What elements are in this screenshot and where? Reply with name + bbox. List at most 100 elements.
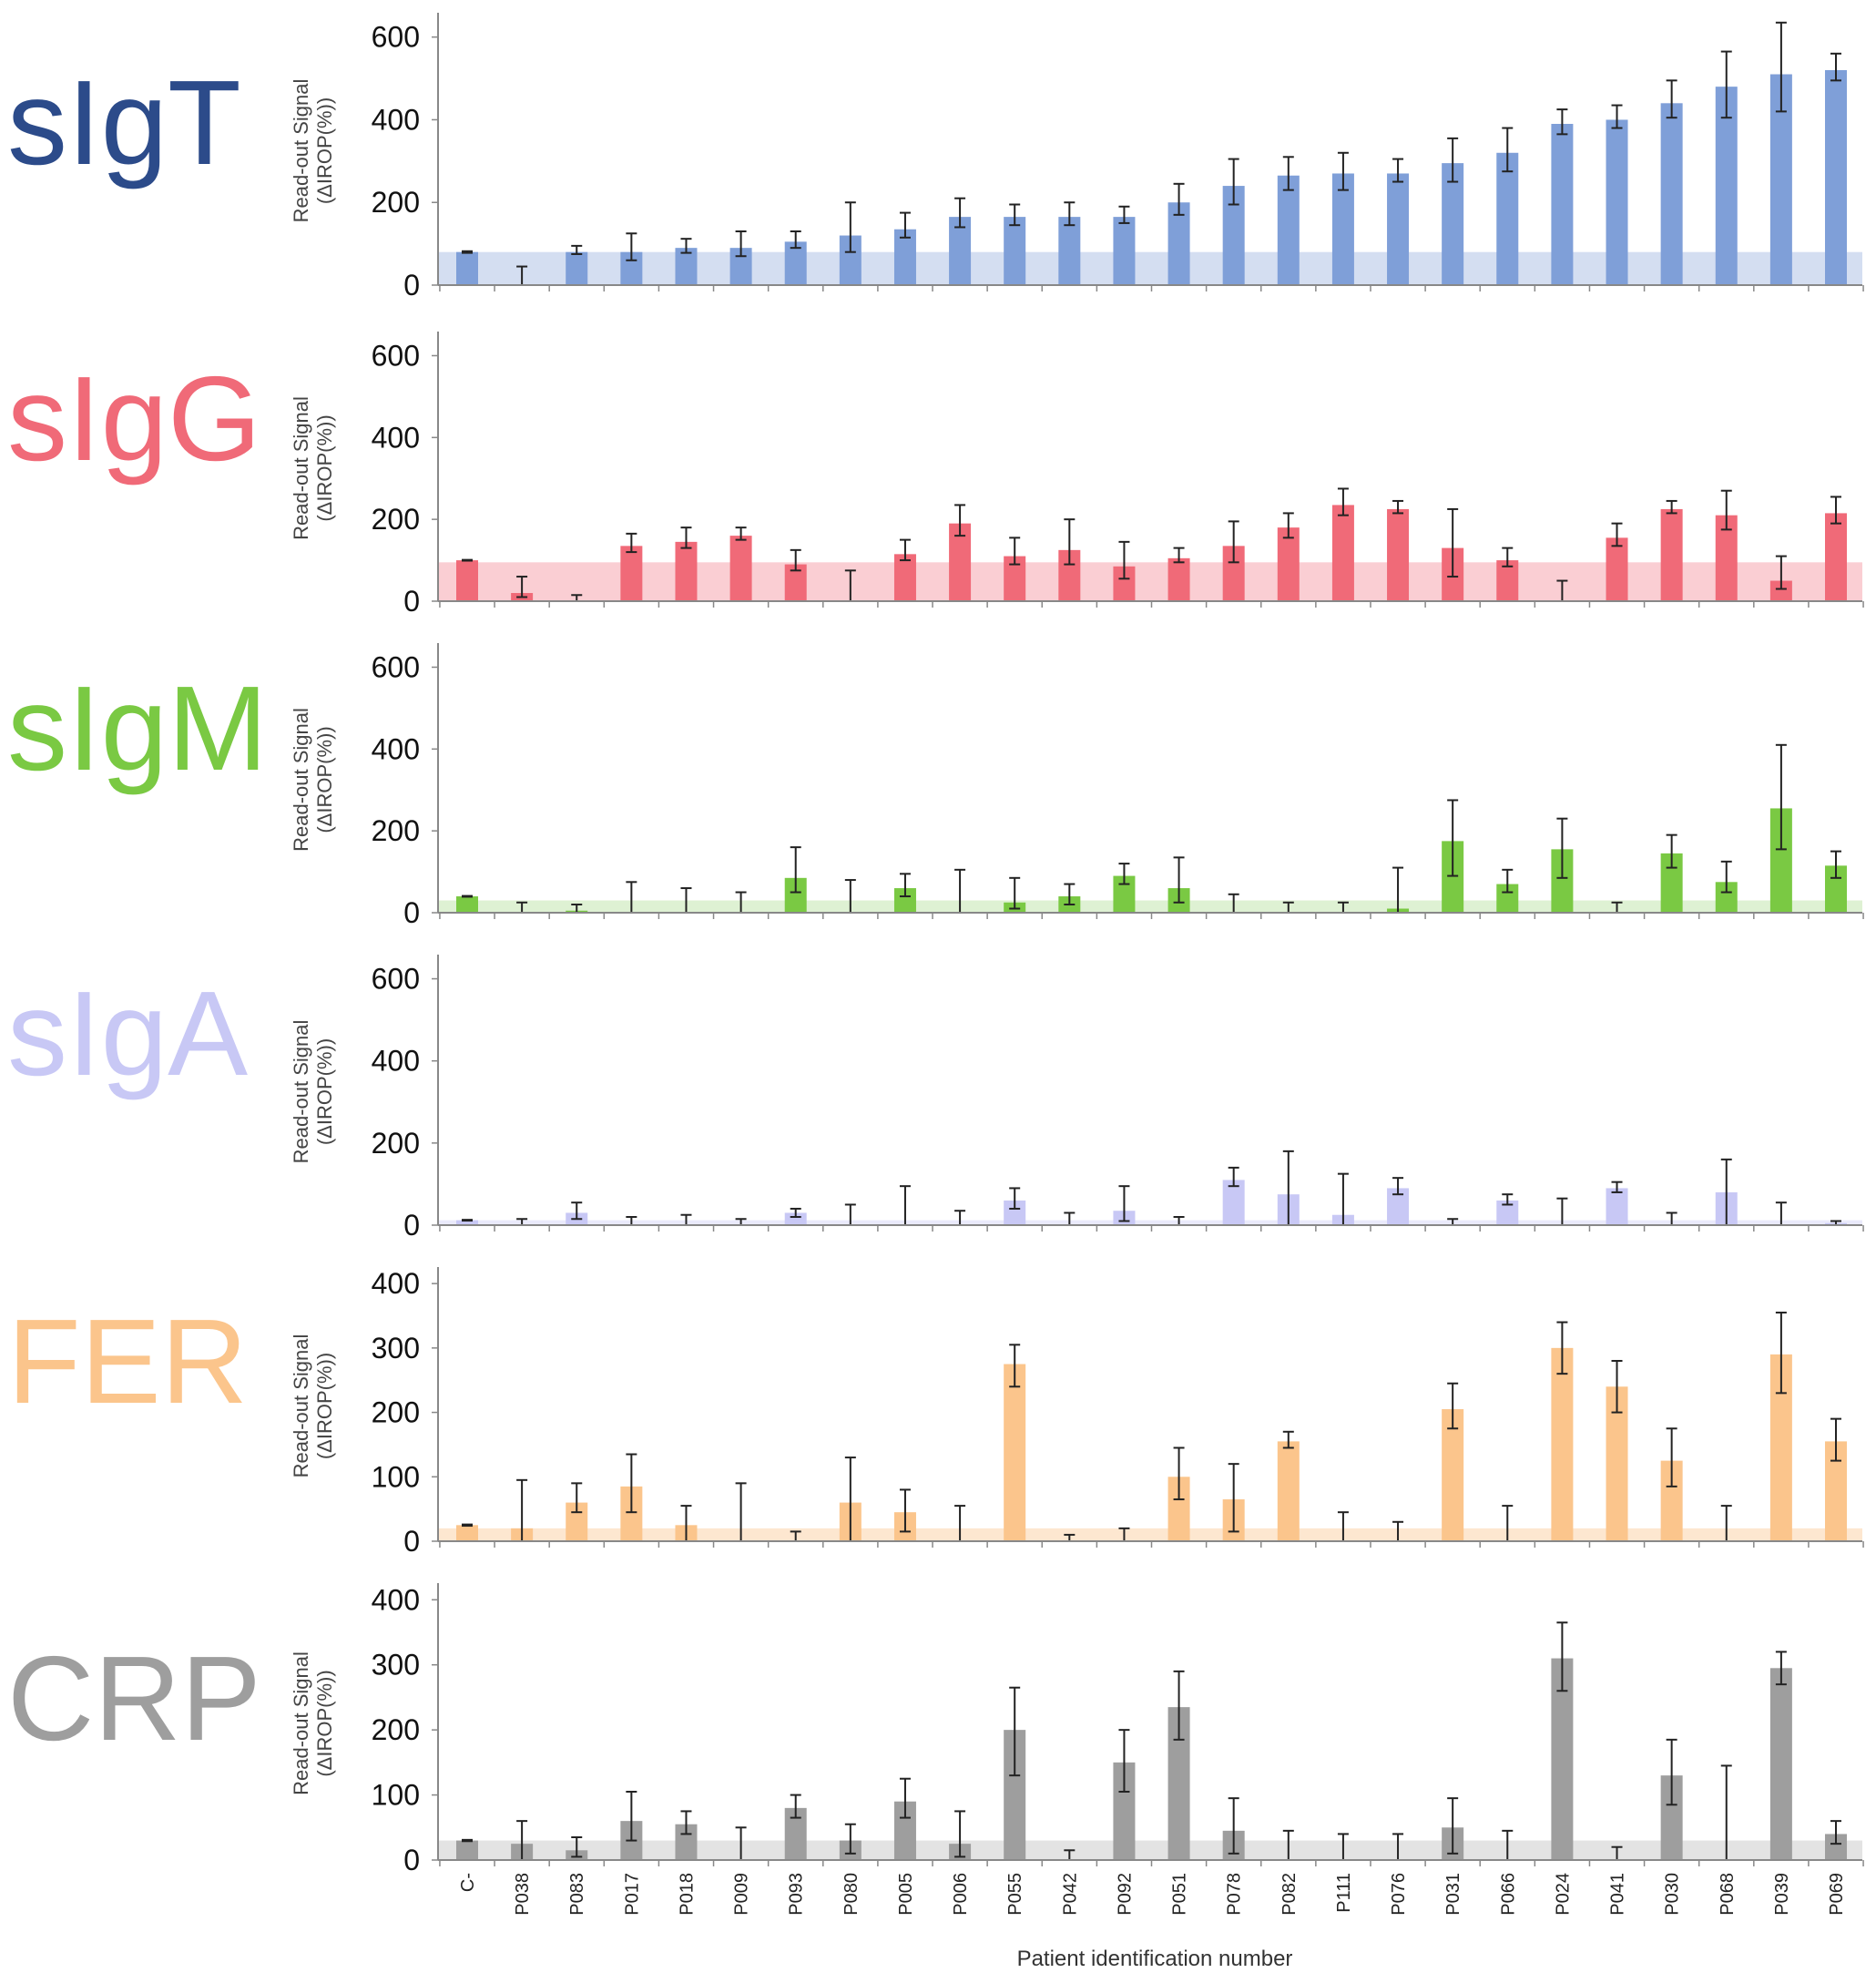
- bar-P093: [784, 241, 807, 285]
- y-tick-label: 100: [372, 1460, 420, 1493]
- y-tick-label: 0: [403, 896, 420, 929]
- y-tick-label: 0: [403, 1209, 420, 1242]
- error-bar-P111: [1337, 151, 1349, 191]
- x-tick-label: P039: [1772, 1873, 1792, 1916]
- bar-P005: [893, 229, 916, 285]
- error-bar-P031: [1447, 137, 1459, 183]
- bar-P078: [1222, 1180, 1245, 1225]
- y-tick-label: 0: [403, 585, 420, 618]
- error-bar-P009: [735, 1482, 747, 1541]
- error-bar-P041: [1611, 1360, 1623, 1414]
- error-bar-P042: [1064, 518, 1076, 566]
- error-bar-P042: [1064, 1211, 1076, 1225]
- x-tick-label: P092: [1115, 1873, 1135, 1916]
- error-bar-P006: [954, 1210, 966, 1225]
- y-tick-label: 200: [372, 186, 420, 219]
- panel-title: CRP: [7, 1631, 261, 1765]
- y-tick-label: 200: [372, 1713, 420, 1746]
- y-tick-label: 600: [372, 963, 420, 996]
- bar-P024: [1551, 124, 1574, 285]
- error-bar-P068: [1720, 860, 1732, 894]
- error-bar-P055: [1009, 876, 1021, 910]
- bar-C-: [456, 896, 478, 913]
- error-bar-P069: [1830, 1417, 1841, 1462]
- bar-P068: [1715, 87, 1738, 286]
- bar-P041: [1606, 537, 1628, 601]
- x-tick-label: P041: [1608, 1873, 1628, 1916]
- bar-P017: [620, 546, 643, 601]
- error-bar-P024: [1556, 579, 1568, 601]
- error-bar-P078: [1228, 1463, 1239, 1533]
- error-bar-P078: [1228, 1797, 1239, 1855]
- bar-P031: [1442, 163, 1464, 285]
- error-bar-P066: [1502, 1829, 1514, 1860]
- error-bar-P069: [1830, 850, 1841, 879]
- error-bar-P080: [844, 1203, 856, 1225]
- y-tick-label: 400: [372, 1267, 420, 1300]
- error-bar-C-: [462, 1219, 473, 1222]
- error-bar-P055: [1009, 1686, 1021, 1777]
- error-bar-P092: [1118, 1527, 1130, 1541]
- bar-P041: [1606, 119, 1628, 285]
- x-tick-label: P042: [1060, 1873, 1080, 1916]
- error-bar-C-: [462, 894, 473, 898]
- y-tick-label: 200: [372, 814, 420, 847]
- y-tick-label: 600: [372, 650, 420, 683]
- y-tick-label: 400: [372, 421, 420, 454]
- panel-title: FER: [7, 1294, 248, 1428]
- error-bar-P041: [1611, 104, 1623, 129]
- y-tick-label: 200: [372, 503, 420, 536]
- bar-C-: [456, 560, 478, 601]
- bar-P076: [1387, 508, 1410, 601]
- error-bar-P039: [1775, 21, 1787, 113]
- error-bar-P055: [1009, 1187, 1021, 1210]
- x-tick-label: P051: [1170, 1873, 1190, 1916]
- bar-P055: [1004, 217, 1026, 285]
- error-bar-P083: [571, 1482, 583, 1514]
- error-bar-P082: [1282, 156, 1294, 191]
- error-bar-P083: [571, 1201, 583, 1221]
- error-bar-P092: [1118, 1185, 1130, 1222]
- x-tick-label: P078: [1225, 1873, 1245, 1916]
- error-bar-P111: [1337, 487, 1349, 516]
- error-bar-P017: [626, 881, 637, 913]
- x-tick-label: P038: [513, 1873, 533, 1916]
- error-bar-P076: [1392, 499, 1404, 515]
- y-tick-label: 0: [403, 269, 420, 302]
- x-tick-label: P024: [1553, 1873, 1573, 1916]
- x-tick-label: P068: [1718, 1873, 1738, 1916]
- bar-P111: [1331, 505, 1354, 601]
- x-axis-label: Patient identification number: [1017, 1947, 1293, 1971]
- panel-title: sIgT: [7, 56, 241, 189]
- error-bar-P005: [899, 538, 911, 562]
- error-bar-P005: [899, 1777, 911, 1819]
- bar-P092: [1113, 217, 1136, 285]
- bar-P066: [1496, 152, 1519, 285]
- error-bar-P111: [1337, 1833, 1349, 1860]
- error-bar-P083: [571, 244, 583, 255]
- y-tick-label: 400: [372, 732, 420, 765]
- y-tick-label: 600: [372, 21, 420, 54]
- error-bar-P005: [899, 1185, 911, 1225]
- bar-C-: [456, 1220, 478, 1225]
- bar-C-: [456, 1840, 478, 1860]
- error-bar-C-: [462, 250, 473, 254]
- x-tick-label: C-: [458, 1873, 478, 1892]
- bar-C-: [456, 1525, 478, 1541]
- bar-P018: [675, 541, 698, 601]
- error-bar-P080: [844, 1823, 856, 1855]
- error-bar-C-: [462, 558, 473, 562]
- y-tick-label: 0: [403, 1525, 420, 1558]
- threshold-band: [438, 251, 1862, 285]
- error-bar-P024: [1556, 1197, 1568, 1225]
- error-bar-P005: [899, 1488, 911, 1533]
- threshold-band: [438, 1220, 1862, 1225]
- x-tick-label: P080: [841, 1873, 862, 1916]
- x-tick-label: P031: [1443, 1873, 1463, 1916]
- error-bar-P078: [1228, 893, 1239, 913]
- error-bar-P111: [1337, 901, 1349, 913]
- error-bar-P066: [1502, 1193, 1514, 1206]
- error-bar-P068: [1720, 1764, 1732, 1860]
- x-tick-label: P093: [787, 1873, 807, 1916]
